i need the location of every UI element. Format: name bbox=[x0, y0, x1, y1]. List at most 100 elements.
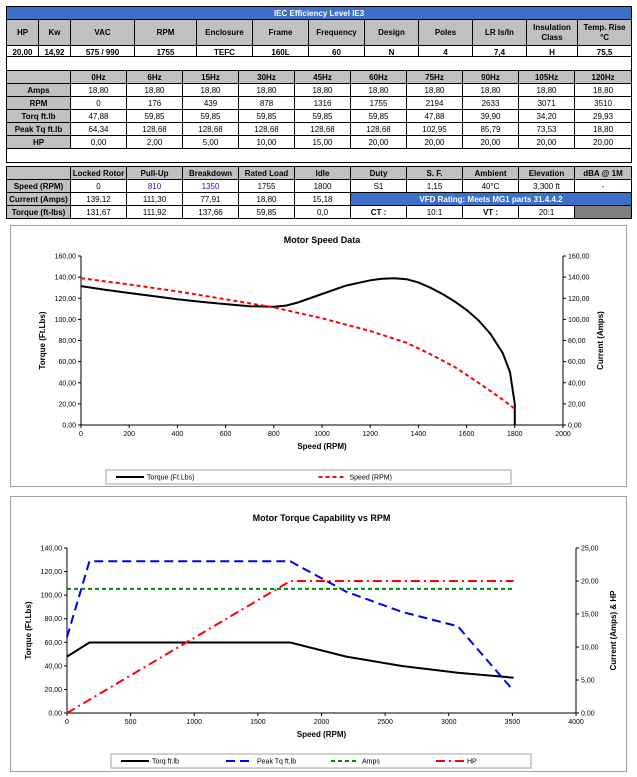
legend-label: Amps bbox=[362, 759, 380, 766]
x-axis-label: Speed (RPM) bbox=[297, 730, 347, 739]
perf-value-cell: 5,00 bbox=[182, 135, 239, 149]
x-tick-label: 600 bbox=[220, 431, 232, 438]
load-value-cell: 59,85 bbox=[238, 205, 295, 219]
perf-value-cell: 85,79 bbox=[462, 122, 519, 136]
duty-header-cell: Duty bbox=[350, 166, 407, 180]
y2-tick-label: 25,00 bbox=[581, 546, 599, 553]
perf-row: Torq ft.lb 47,88 59,85 59,85 59,85 59,85 59,85… bbox=[6, 109, 633, 123]
y-tick-label: 40,00 bbox=[44, 663, 62, 670]
load-header-cell: Idle bbox=[294, 166, 351, 180]
load-value-cell: 1800 bbox=[294, 179, 351, 193]
y2-tick-label: 80,00 bbox=[568, 338, 586, 345]
load-row-label: Speed (RPM) bbox=[6, 179, 71, 193]
perf-value-cell: 47,88 bbox=[406, 109, 463, 123]
y-axis-label: Torque (Ft.Lbs) bbox=[24, 601, 33, 659]
load-header-cell: Rated Load bbox=[238, 166, 295, 180]
y-tick-label: 0,00 bbox=[48, 711, 62, 718]
perf-value-cell: 18,80 bbox=[126, 83, 183, 97]
perf-value-cell: 18,80 bbox=[294, 83, 351, 97]
y2-tick-label: 160,00 bbox=[568, 254, 590, 261]
x-tick-label: 1400 bbox=[411, 431, 427, 438]
perf-value-cell: 128,68 bbox=[238, 122, 295, 136]
duty-value-cell: 3,300 ft bbox=[518, 179, 575, 193]
duty-value-cell: - bbox=[574, 179, 632, 193]
y-tick-label: 120,00 bbox=[41, 569, 63, 576]
vfd-rating: VFD Rating: Meets MG1 parts 31.4.4.2 bbox=[350, 192, 632, 206]
x-tick-label: 1800 bbox=[507, 431, 523, 438]
perf-value-cell: 20,00 bbox=[518, 135, 575, 149]
perf-row-label: HP bbox=[6, 135, 71, 149]
series-line bbox=[80, 277, 516, 425]
spec-header-cell: VAC bbox=[70, 19, 135, 46]
y2-tick-label: 5,00 bbox=[581, 678, 595, 685]
freq-header-cell: 90Hz bbox=[462, 70, 519, 84]
y2-tick-label: 15,00 bbox=[581, 612, 599, 619]
load-header-cell: Locked Rotor bbox=[70, 166, 127, 180]
spacer-row bbox=[5, 148, 633, 163]
series-line bbox=[80, 277, 516, 410]
y2-tick-label: 20,00 bbox=[581, 579, 599, 586]
load-corner-cell bbox=[6, 166, 71, 180]
x-tick-label: 4000 bbox=[568, 719, 584, 726]
perf-value-cell: 128,68 bbox=[350, 122, 407, 136]
x-tick-label: 2000 bbox=[314, 719, 330, 726]
freq-header-cell: 105Hz bbox=[518, 70, 575, 84]
load-row-label: Torque (ft-lbs) bbox=[6, 205, 71, 219]
spec-header-cell: Frame bbox=[252, 19, 309, 46]
freq-header-cell: 15Hz bbox=[182, 70, 239, 84]
load-value-cell: 131,67 bbox=[70, 205, 127, 219]
perf-value-cell: 15,00 bbox=[294, 135, 351, 149]
x-tick-label: 800 bbox=[268, 431, 280, 438]
perf-value-cell: 20,00 bbox=[350, 135, 407, 149]
x-tick-label: 1000 bbox=[314, 431, 330, 438]
perf-value-cell: 1755 bbox=[350, 96, 407, 110]
perf-value-cell: 2194 bbox=[406, 96, 463, 110]
perf-value-cell: 18,80 bbox=[406, 83, 463, 97]
load-value-cell: 15,18 bbox=[294, 192, 351, 206]
y-tick-label: 140,00 bbox=[41, 546, 63, 553]
perf-value-cell: 18,80 bbox=[70, 83, 127, 97]
load-header-cell: Breakdown bbox=[182, 166, 239, 180]
perf-value-cell: 18,80 bbox=[573, 83, 633, 97]
perf-value-cell: 59,85 bbox=[126, 109, 183, 123]
x-axis-label: Speed (RPM) bbox=[297, 442, 347, 451]
y-tick-label: 100,00 bbox=[41, 593, 63, 600]
series-line bbox=[66, 641, 514, 679]
perf-row-label: Torq ft.lb bbox=[6, 109, 71, 123]
load-value-cell: 1350 bbox=[182, 179, 239, 193]
y-tick-label: 60,00 bbox=[58, 359, 76, 366]
y2-tick-label: 100,00 bbox=[568, 317, 590, 324]
torque-capability-chart: Motor Torque Capability vs RPM 0,00 20,00 4… bbox=[10, 496, 627, 772]
perf-value-cell: 2633 bbox=[462, 96, 519, 110]
motor-speed-chart: Motor Speed Data 0,00 20,00 40,00 60,00 80,00… bbox=[10, 225, 627, 487]
perf-value-cell: 39,90 bbox=[462, 109, 519, 123]
x-tick-label: 1600 bbox=[459, 431, 475, 438]
ct-value: 10:1 bbox=[406, 205, 463, 219]
spec-header-cell: Temp. Rise °C bbox=[576, 19, 633, 46]
y2-tick-label: 140,00 bbox=[568, 275, 590, 282]
legend-box bbox=[105, 469, 512, 485]
ct-label: CT : bbox=[350, 205, 407, 219]
y2-axis-label: Current (Amps) bbox=[596, 311, 605, 370]
legend-box bbox=[110, 753, 532, 769]
y2-tick-label: 60,00 bbox=[568, 359, 586, 366]
perf-value-cell: 1316 bbox=[294, 96, 351, 110]
x-tick-label: 3500 bbox=[505, 719, 521, 726]
perf-corner-cell bbox=[6, 70, 71, 84]
perf-value-cell: 10,00 bbox=[238, 135, 295, 149]
perf-value-cell: 2,00 bbox=[126, 135, 183, 149]
y-tick-label: 20,00 bbox=[58, 401, 76, 408]
perf-value-cell: 20,00 bbox=[462, 135, 519, 149]
freq-header-cell: 6Hz bbox=[126, 70, 183, 84]
series-line bbox=[66, 560, 515, 692]
y2-axis-label: Current (Amps) & HP bbox=[609, 590, 618, 671]
perf-value-cell: 878 bbox=[238, 96, 295, 110]
perf-value-cell: 3510 bbox=[573, 96, 633, 110]
freq-header-cell: 45Hz bbox=[294, 70, 351, 84]
load-value-cell: 0,0 bbox=[294, 205, 351, 219]
duty-value-cell: 1,15 bbox=[406, 179, 463, 193]
torque-capability-svg: Motor Torque Capability vs RPM 0,00 20,00 4… bbox=[24, 513, 618, 769]
load-value-cell: 810 bbox=[126, 179, 183, 193]
perf-value-cell: 176 bbox=[126, 96, 183, 110]
x-tick-label: 1200 bbox=[362, 431, 378, 438]
